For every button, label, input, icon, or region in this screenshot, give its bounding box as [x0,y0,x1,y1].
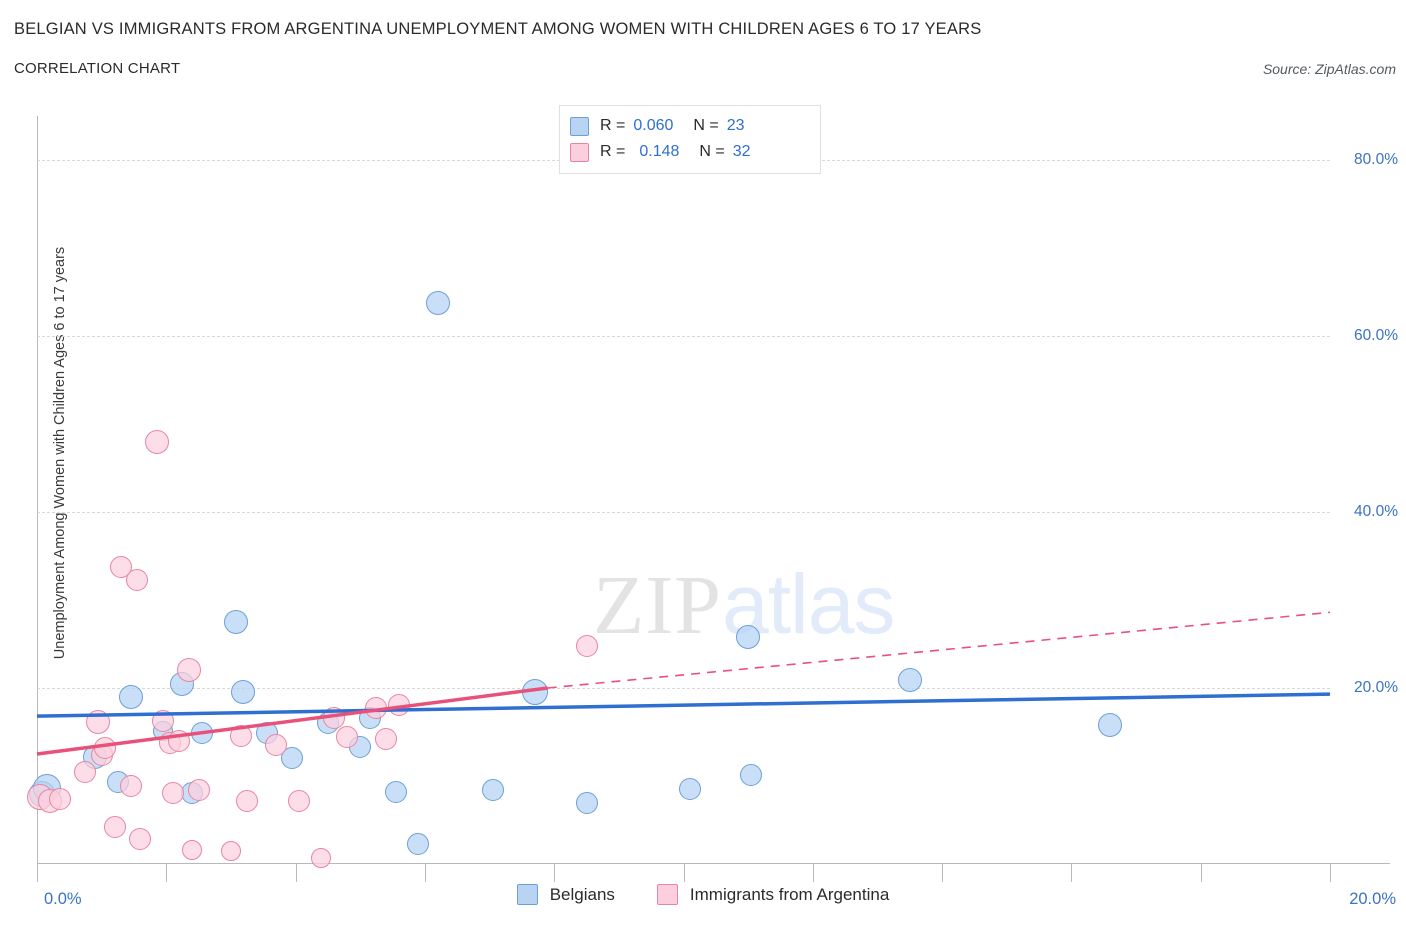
x-tick-9 [1200,864,1202,882]
data-point [152,709,175,732]
data-point [220,840,241,861]
data-point [425,291,450,316]
x-tick-4 [554,864,556,882]
data-point [575,792,598,815]
data-point [736,624,761,649]
legend-swatch-belgians [516,884,538,905]
data-point [48,787,71,810]
series-legend: Belgians Immigrants from Argentina [0,884,1406,905]
data-point [187,779,210,802]
data-point [144,430,169,455]
data-point [118,684,143,709]
data-point [224,610,249,634]
stats-n-value-immigrants: 32 [732,143,751,160]
x-tick-0 [37,864,38,882]
y-tick-label-60: 60.0% [1354,327,1398,344]
trend-lines [36,611,1331,756]
data-point [1098,712,1123,737]
chart-subtitle: CORRELATION CHART [14,60,181,77]
data-point [176,658,201,683]
data-point [481,779,504,802]
data-point [86,710,111,735]
stats-swatch-belgians [570,116,589,136]
data-point [287,789,310,812]
data-point [168,729,191,752]
x-tick-3 [424,864,426,882]
stats-n-value-belgians: 23 [726,117,745,134]
y-tick-label-20: 20.0% [1354,679,1398,696]
stats-row-belgians: R = 0.060 N = 23 [570,113,810,139]
x-tick-8 [1071,864,1073,882]
data-point [229,725,252,748]
data-point [236,789,259,812]
data-point [93,736,116,759]
trend-line-belgians [36,692,1331,718]
x-tick-10 [1330,864,1331,882]
y-tick-label-40: 40.0% [1354,503,1398,520]
data-point [126,568,149,591]
data-point [74,760,97,783]
x-tick-1 [166,864,168,882]
x-tick-7 [942,864,944,882]
data-point [110,555,133,578]
x-axis-max-label: 20.0% [1349,890,1396,908]
y-axis-line [37,116,38,864]
stats-r-label-immigrants: R = [600,143,626,160]
page-title: BELGIAN VS IMMIGRANTS FROM ARGENTINA UNE… [14,20,982,38]
data-point [678,778,701,801]
data-point [740,764,763,787]
x-tick-5 [683,864,685,882]
data-point [365,697,388,720]
data-point [375,728,398,751]
plot-area: 80.0% 60.0% 40.0% 20.0% ZIPatlas [27,116,1398,882]
stats-row-immigrants: R = 0.148 N = 32 [570,139,810,165]
data-point [388,693,411,716]
data-point [575,634,598,657]
watermark-zip: ZIP [593,559,722,652]
legend-item-belgians[interactable]: Belgians [516,884,615,905]
data-point [119,774,142,797]
x-axis-line [37,863,1390,864]
data-point [311,847,332,868]
x-tick-2 [295,864,297,882]
data-point [897,668,922,693]
data-point [265,734,288,757]
stats-r-value-immigrants: 0.148 [639,143,680,160]
data-point [323,706,346,729]
stats-r-value-belgians: 0.060 [633,117,674,134]
legend-swatch-immigrants [656,884,678,905]
x-tick-6 [812,864,814,882]
y-tick-label-80: 80.0% [1354,151,1398,168]
legend-item-immigrants[interactable]: Immigrants from Argentina [656,884,890,905]
legend-label-immigrants: Immigrants from Argentina [689,884,890,904]
stats-swatch-immigrants [570,142,589,162]
source-label: Source: ZipAtlas.com [1262,61,1396,77]
legend-label-belgians: Belgians [549,884,615,904]
correlation-stats-box: R = 0.060 N = 23 R = 0.148 N = 32 [559,105,821,174]
data-point [230,679,255,704]
data-point [161,781,184,804]
data-point [336,726,359,749]
gridline-40 [37,512,1330,513]
data-point [129,828,152,851]
trend-line-immigrants-dashed [547,611,1331,689]
stats-n-label-immigrants: N = [699,143,725,160]
data-point [103,816,126,839]
x-axis-min-label: 0.0% [44,890,82,908]
data-point [182,839,203,860]
data-point [521,678,548,705]
stats-n-label-belgians: N = [693,117,719,134]
data-point [190,721,213,744]
data-point [407,832,430,855]
stats-r-label-belgians: R = [600,117,626,134]
data-point [384,780,407,803]
gridline-60 [37,336,1330,337]
